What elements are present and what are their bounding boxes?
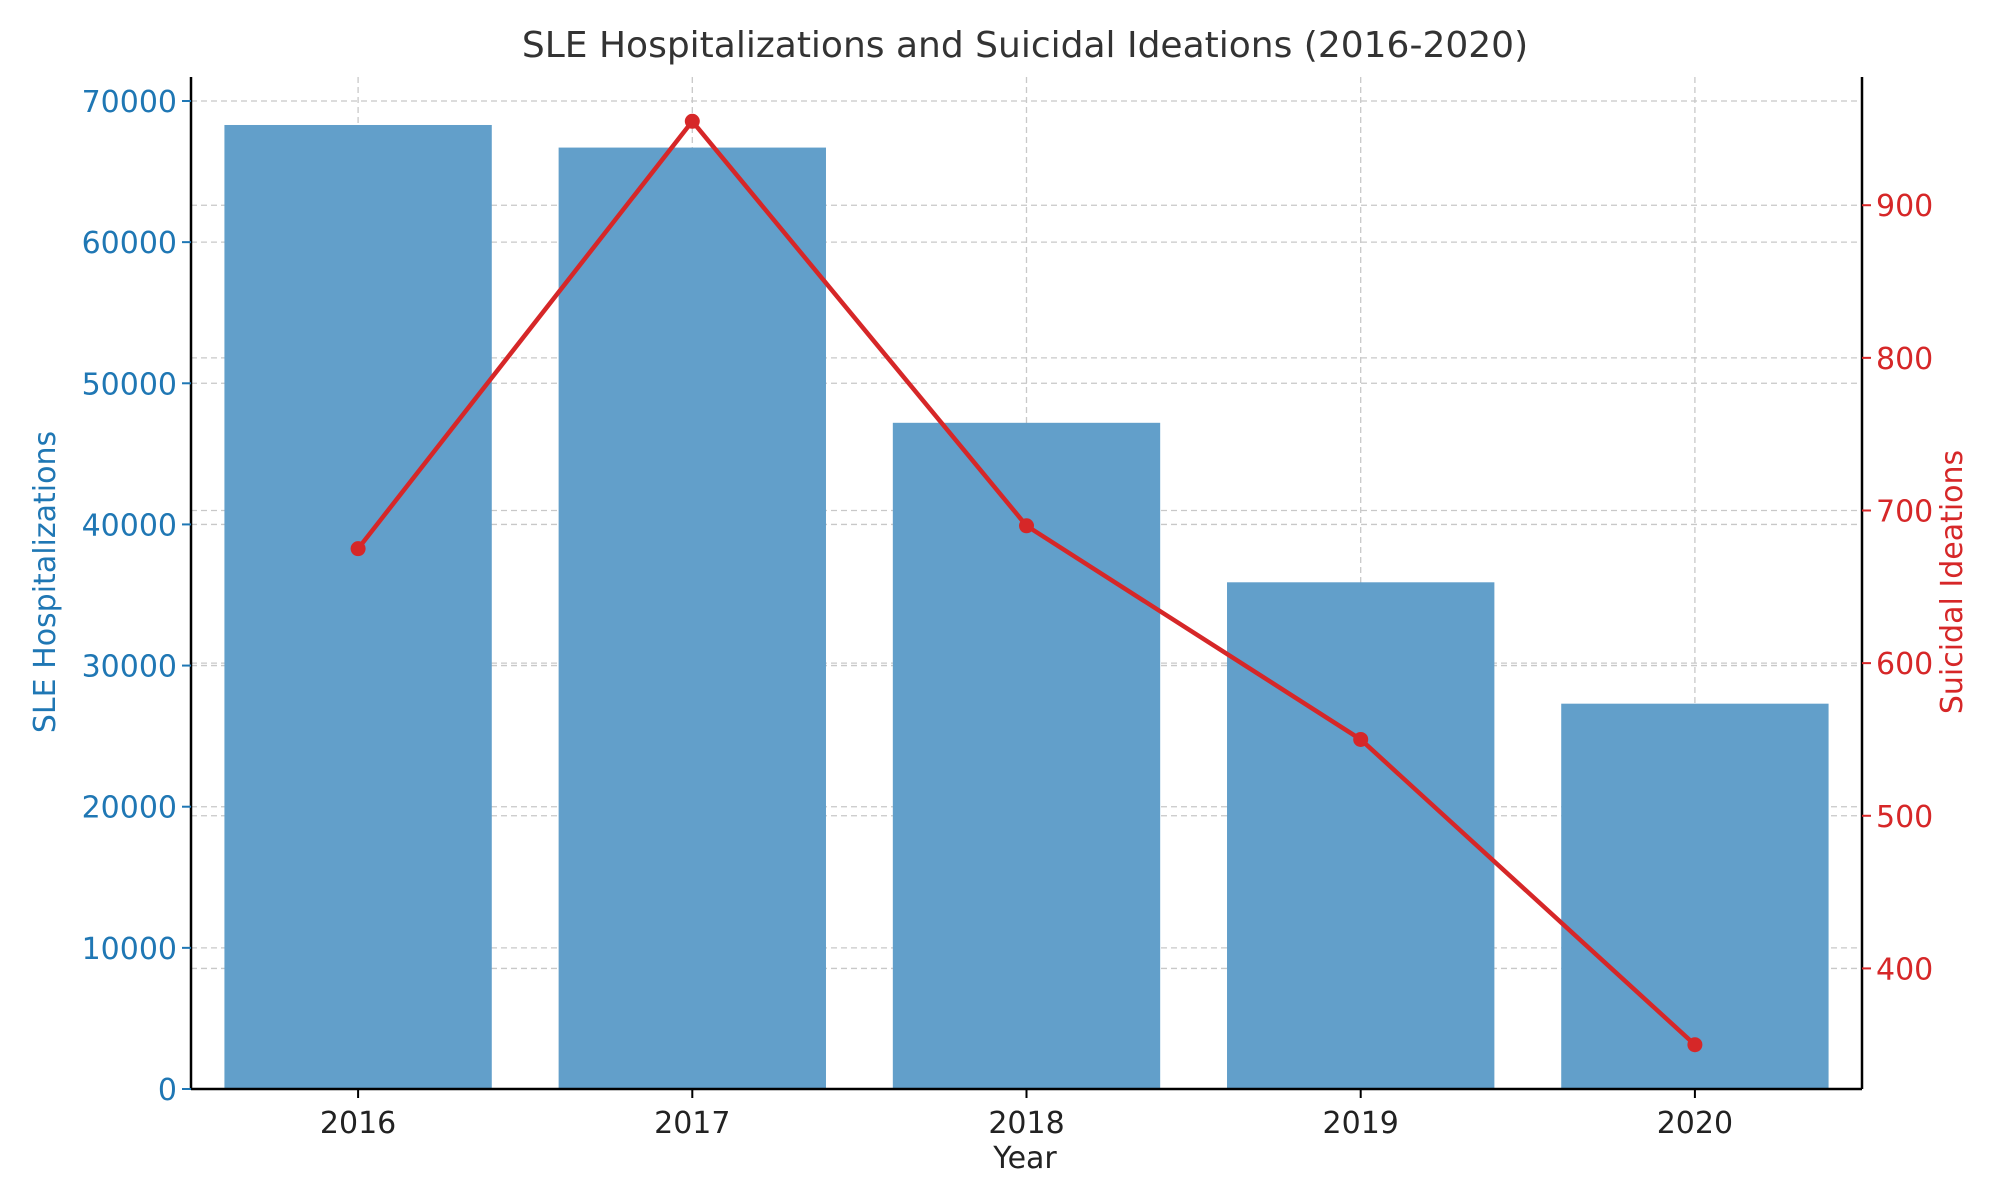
y-tick-label: 50000 bbox=[82, 367, 177, 402]
bar-2017 bbox=[558, 147, 826, 1089]
y-tick-label: 60000 bbox=[82, 226, 177, 261]
bar-2020 bbox=[1561, 703, 1829, 1089]
bar-2019 bbox=[1227, 582, 1495, 1089]
y2-tick-label: 900 bbox=[1876, 189, 1933, 224]
line-point-2017 bbox=[684, 113, 700, 129]
y2-tick-label: 600 bbox=[1876, 647, 1933, 682]
x-tick-label: 2019 bbox=[1323, 1106, 1399, 1141]
chart-title: SLE Hospitalizations and Suicidal Ideati… bbox=[522, 25, 1528, 66]
y-tick-label: 30000 bbox=[82, 650, 177, 685]
y-axis-label: SLE Hospitalizations bbox=[28, 431, 63, 733]
y-tick-label: 40000 bbox=[82, 508, 177, 543]
line-point-2016 bbox=[350, 541, 366, 557]
x-tick-label: 2018 bbox=[988, 1106, 1064, 1141]
y2-tick-label: 500 bbox=[1876, 800, 1933, 835]
y2-tick-label: 400 bbox=[1876, 952, 1933, 987]
y-tick-label: 0 bbox=[158, 1073, 177, 1108]
x-tick-label: 2017 bbox=[654, 1106, 730, 1141]
y2-tick-label: 700 bbox=[1876, 494, 1933, 529]
bar-2016 bbox=[224, 124, 492, 1090]
y2-axis-label: Suicidal Ideations bbox=[1935, 450, 1970, 714]
x-tick-label: 2020 bbox=[1657, 1106, 1733, 1141]
y-tick-label: 10000 bbox=[82, 932, 177, 967]
y-tick-label: 20000 bbox=[82, 791, 177, 826]
line-point-2020 bbox=[1687, 1037, 1703, 1053]
line-layer bbox=[350, 113, 1703, 1053]
bar-2018 bbox=[892, 422, 1161, 1089]
x-tick-label: 2016 bbox=[320, 1106, 396, 1141]
line-point-2018 bbox=[1019, 518, 1034, 534]
y2-tick-label: 800 bbox=[1876, 342, 1933, 377]
y-tick-label: 70000 bbox=[82, 85, 177, 120]
bar-layer bbox=[224, 124, 1829, 1090]
line-point-2019 bbox=[1353, 731, 1369, 747]
axis-layer: 0 10000 20000 30000 40000 50000 60000 70000 400 5… bbox=[82, 77, 1933, 1141]
x-axis-label: Year bbox=[992, 1141, 1057, 1176]
